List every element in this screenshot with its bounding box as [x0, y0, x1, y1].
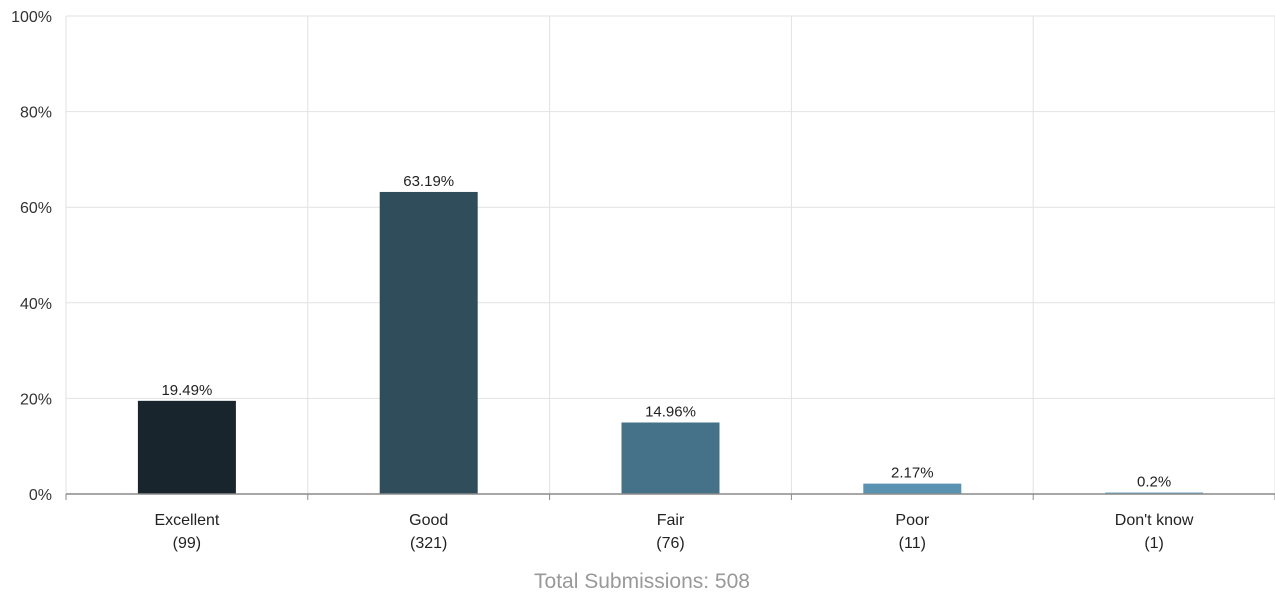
category-count-label: (1) — [1144, 535, 1164, 552]
gridlines — [65, 15, 1275, 494]
bar-value-label: 19.49% — [161, 382, 212, 399]
y-tick-label: 60% — [20, 200, 52, 217]
y-tick-label: 0% — [29, 487, 52, 504]
bars — [137, 191, 1204, 495]
labels: 0% 20% 40% 60% 80% 100% 19.49% Excellent (99) 63.… — [11, 9, 1194, 552]
bar-value-label: 63.19% — [403, 173, 454, 190]
bar — [621, 422, 720, 494]
bar — [137, 400, 236, 494]
bar — [379, 191, 478, 495]
y-tick-label: 100% — [11, 9, 52, 26]
total-submissions-label: Total Submissions: 508 — [534, 570, 750, 593]
category-label: Poor — [895, 512, 929, 529]
category-label: Good — [409, 512, 448, 529]
category-count-label: (99) — [173, 535, 201, 552]
bar-value-label: 2.17% — [891, 465, 934, 482]
bar-value-label: 14.96% — [645, 403, 696, 420]
bar — [863, 483, 962, 494]
category-count-label: (321) — [410, 535, 447, 552]
y-tick-label: 20% — [20, 391, 52, 408]
category-count-label: (11) — [899, 535, 926, 552]
y-tick-label: 80% — [20, 105, 52, 122]
category-label: Fair — [657, 512, 685, 529]
category-label: Excellent — [154, 512, 219, 529]
category-label: Don't know — [1115, 512, 1194, 529]
category-count-label: (76) — [656, 535, 684, 552]
bar-value-label: 0.2% — [1137, 474, 1171, 491]
axes — [65, 493, 1275, 500]
y-tick-label: 40% — [20, 296, 52, 313]
